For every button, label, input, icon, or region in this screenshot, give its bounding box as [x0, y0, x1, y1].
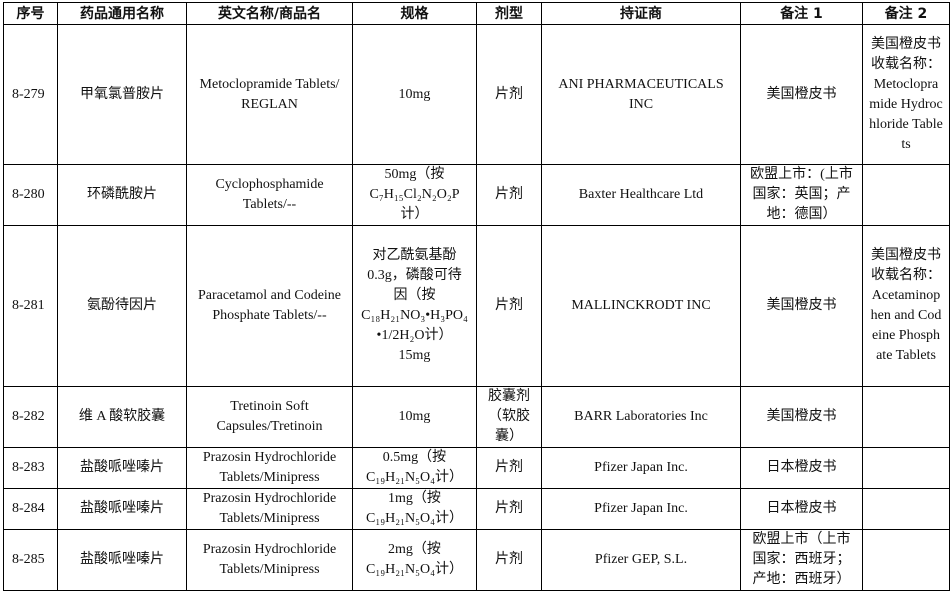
table-cell: 10mg — [352, 24, 477, 165]
table-cell: 2mg（按C₁₉H₂₁N₅O₄计） — [352, 529, 477, 591]
header-row: 序号 药品通用名称 英文名称/商品名 规格 剂型 持证商 备注 1 备注 2 — [3, 2, 950, 25]
table-cell: 盐酸哌唑嗪片 — [57, 447, 187, 489]
table-cell: 片剂 — [476, 488, 542, 530]
table-body: 8-279 甲氧氯普胺片 Metoclopramide Tablets/ REGLA… — [3, 24, 950, 591]
table-row: 8-285 盐酸哌唑嗪片 Prazosin Hydrochloride Tablet… — [3, 529, 950, 591]
table-cell: 8-284 — [3, 488, 58, 530]
table-row: 8-279 甲氧氯普胺片 Metoclopramide Tablets/ REGLA… — [3, 24, 950, 165]
table-row: 8-284 盐酸哌唑嗪片 Prazosin Hydrochloride Tablet… — [3, 488, 950, 530]
table-cell — [862, 164, 950, 226]
header-cell: 药品通用名称 — [57, 2, 187, 25]
table-cell: 维 A 酸软胶囊 — [57, 386, 187, 448]
table-cell: Pfizer Japan Inc. — [541, 488, 741, 530]
header-cell: 持证商 — [541, 2, 741, 25]
table-cell: 0.5mg（按C₁₉H₂₁N₅O₄计） — [352, 447, 477, 489]
header-cell: 剂型 — [476, 2, 542, 25]
table-cell — [862, 488, 950, 530]
table-cell: 对乙酰氨基酚0.3g，磷酸可待因（按C₁₈H₂₁NO₃•H₃PO₄•1/2H₂O… — [352, 225, 477, 387]
header-cell: 备注 1 — [740, 2, 863, 25]
table-cell: ANI PHARMACEUTICALS INC — [541, 24, 741, 165]
table-cell: BARR Laboratories Inc — [541, 386, 741, 448]
table-cell: 环磷酰胺片 — [57, 164, 187, 226]
table-cell: 盐酸哌唑嗪片 — [57, 488, 187, 530]
table-cell: 8-283 — [3, 447, 58, 489]
table-cell: 50mg（按C₇H₁₅Cl₂N₂O₂P计） — [352, 164, 477, 226]
table-cell: 1mg（按C₁₉H₂₁N₅O₄计） — [352, 488, 477, 530]
table-cell: 美国橙皮书收载名称：Metoclopramide Hydrochloride T… — [862, 24, 950, 165]
table-cell: 8-285 — [3, 529, 58, 591]
table-cell: 胶囊剂（软胶囊） — [476, 386, 542, 448]
table-cell: Prazosin Hydrochloride Tablets/Minipress — [186, 529, 353, 591]
table-cell: 欧盟上市：(上市国家：英国；产地：德国） — [740, 164, 863, 226]
header-cell: 规格 — [352, 2, 477, 25]
table-cell: Prazosin Hydrochloride Tablets/Minipress — [186, 447, 353, 489]
table-cell: 盐酸哌唑嗪片 — [57, 529, 187, 591]
header-cell: 英文名称/商品名 — [186, 2, 353, 25]
table-cell: 美国橙皮书 — [740, 24, 863, 165]
table-cell: Cyclophosphamide Tablets/-- — [186, 164, 353, 226]
table-cell: 日本橙皮书 — [740, 447, 863, 489]
table-cell: Metoclopramide Tablets/ REGLAN — [186, 24, 353, 165]
table-cell: 美国橙皮书 — [740, 225, 863, 387]
table-cell: 片剂 — [476, 24, 542, 165]
table-cell: 片剂 — [476, 225, 542, 387]
table-cell — [862, 529, 950, 591]
table-cell: 欧盟上市（上市国家：西班牙；产地：西班牙） — [740, 529, 863, 591]
table-cell: Baxter Healthcare Ltd — [541, 164, 741, 226]
table-cell: 片剂 — [476, 447, 542, 489]
table-cell: Paracetamol and Codeine Phosphate Tablet… — [186, 225, 353, 387]
drug-table: 序号 药品通用名称 英文名称/商品名 规格 剂型 持证商 备注 1 备注 2 8-279 甲氧氯… — [3, 2, 950, 591]
table-cell: 10mg — [352, 386, 477, 448]
table-cell: Tretinoin Soft Capsules/Tretinoin — [186, 386, 353, 448]
table-cell: MALLINCKRODT INC — [541, 225, 741, 387]
table-cell: 片剂 — [476, 164, 542, 226]
table-row: 8-283 盐酸哌唑嗪片 Prazosin Hydrochloride Tablet… — [3, 447, 950, 489]
table-cell — [862, 386, 950, 448]
table-row: 8-280 环磷酰胺片 Cyclophosphamide Tablets/-- 50m… — [3, 164, 950, 226]
table-cell: 甲氧氯普胺片 — [57, 24, 187, 165]
table-cell: Pfizer Japan Inc. — [541, 447, 741, 489]
table-row: 8-281 氨酚待因片 Paracetamol and Codeine Phosph… — [3, 225, 950, 387]
table-cell: Pfizer GEP, S.L. — [541, 529, 741, 591]
table-cell: 日本橙皮书 — [740, 488, 863, 530]
table-cell: 氨酚待因片 — [57, 225, 187, 387]
header-cell: 备注 2 — [862, 2, 950, 25]
table-cell: Prazosin Hydrochloride Tablets/Minipress — [186, 488, 353, 530]
table-cell: 美国橙皮书 — [740, 386, 863, 448]
table-cell: 片剂 — [476, 529, 542, 591]
header-cell: 序号 — [3, 2, 58, 25]
table-cell: 8-282 — [3, 386, 58, 448]
table-cell: 8-280 — [3, 164, 58, 226]
table-cell: 8-279 — [3, 24, 58, 165]
table-row: 8-282 维 A 酸软胶囊 Tretinoin Soft Capsules/Tre… — [3, 386, 950, 448]
table-cell — [862, 447, 950, 489]
table-cell: 美国橙皮书收载名称：Acetaminophen and Codeine Phos… — [862, 225, 950, 387]
table-cell: 8-281 — [3, 225, 58, 387]
